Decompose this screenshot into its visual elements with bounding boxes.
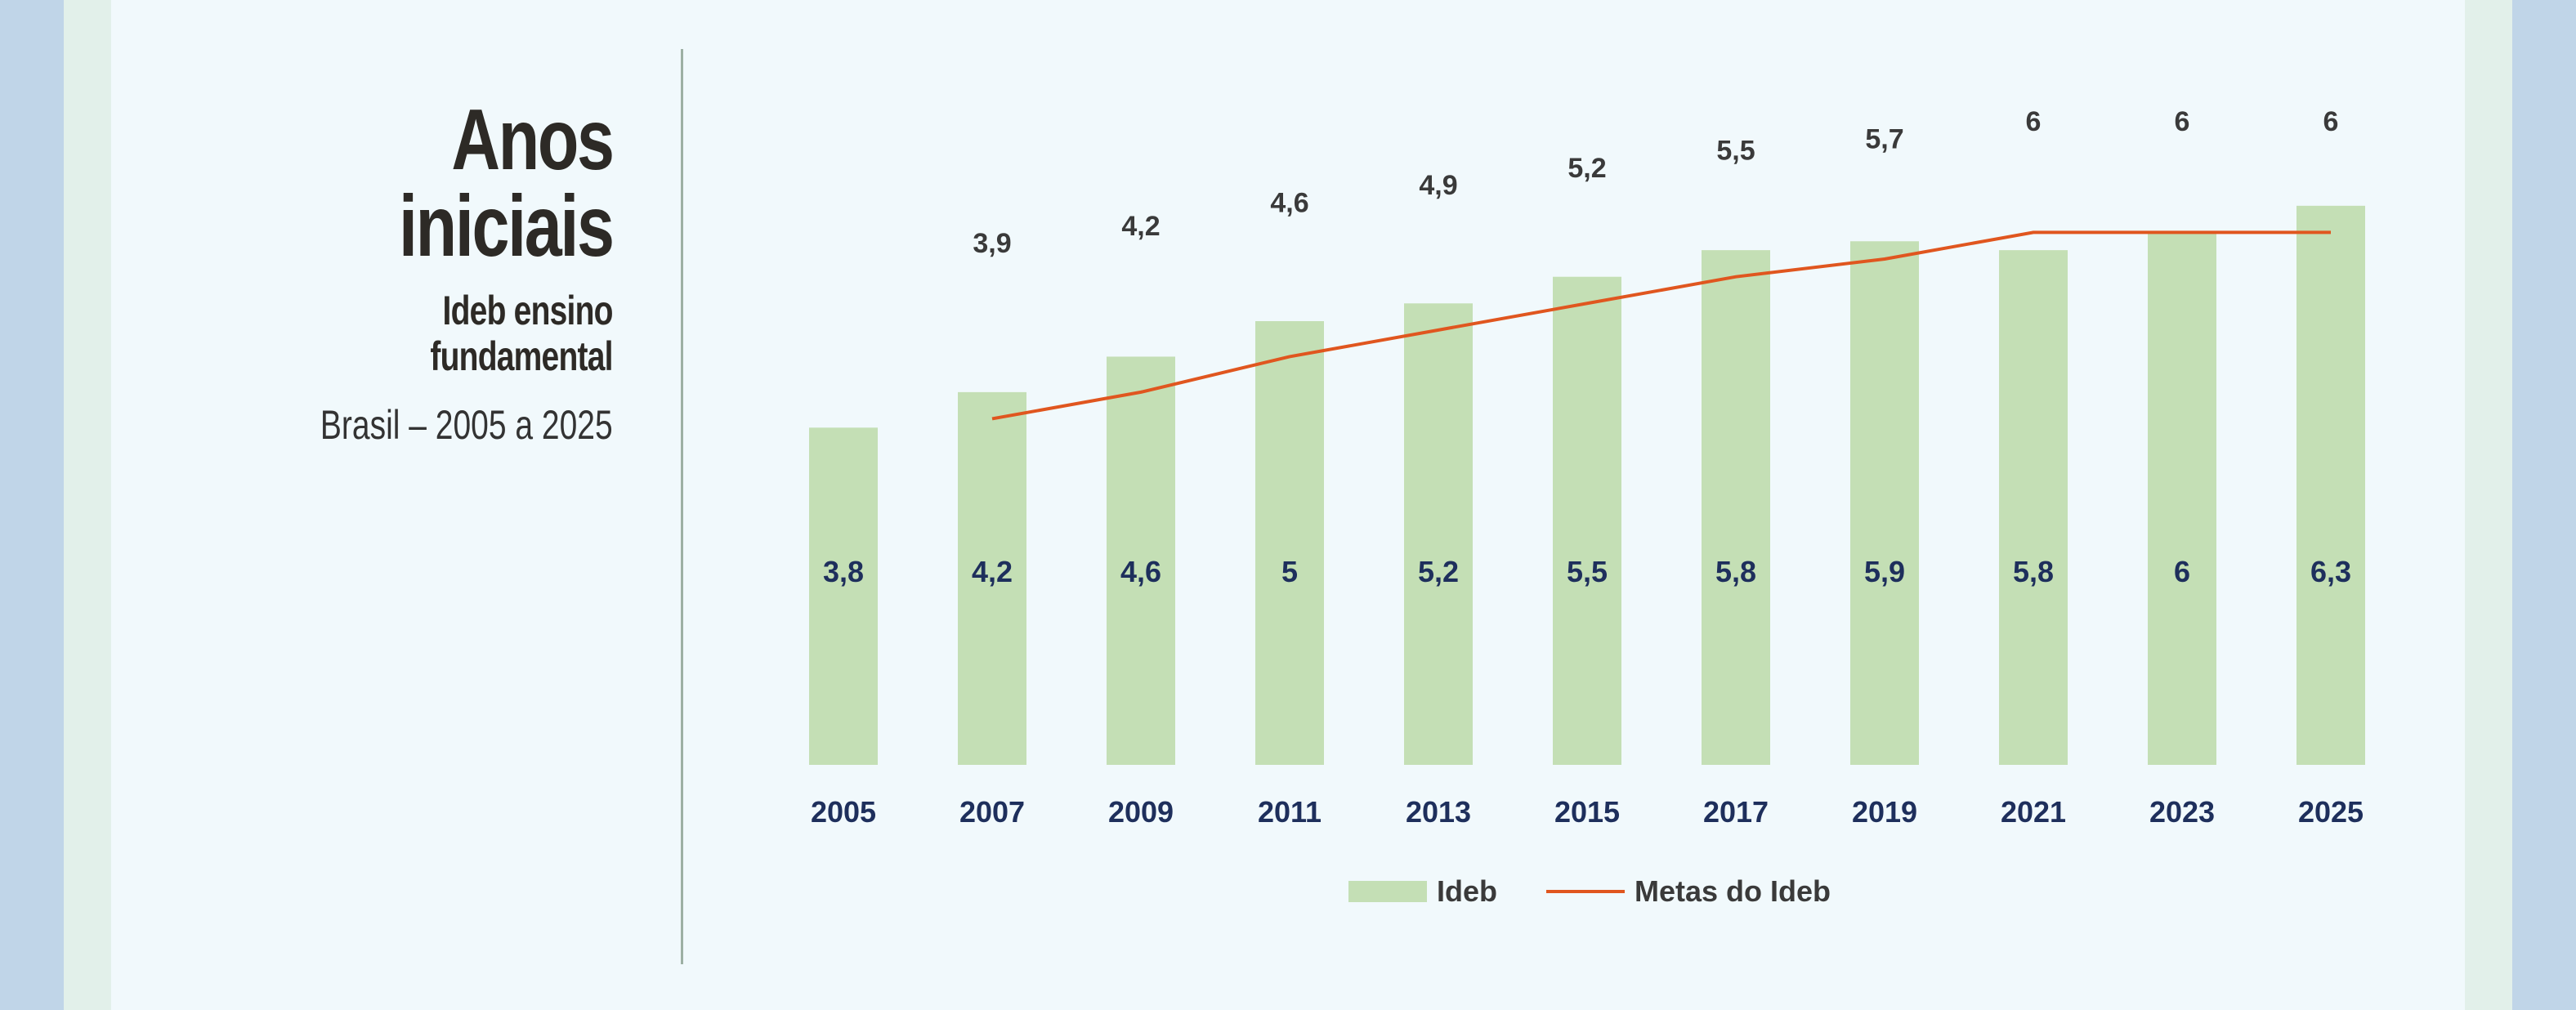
goal-value-label: 3,9 <box>973 228 1011 259</box>
bar-value-label: 4,2 <box>972 555 1013 588</box>
goal-value-label: 4,9 <box>1419 170 1457 201</box>
bar-value-label: 5,9 <box>1864 555 1905 588</box>
bar-value-label: 5,8 <box>2013 555 2054 588</box>
goal-line <box>991 230 2331 421</box>
goal-value-label: 5,5 <box>1716 136 1755 167</box>
bar-value-label: 5,2 <box>1418 555 1459 588</box>
title-block: Anos iniciais Ideb ensino fundamental Br… <box>320 92 615 448</box>
range-label: Brasil – 2005 a 2025 <box>320 402 613 448</box>
legend: Ideb Metas do Ideb <box>1348 874 1880 909</box>
x-tick-label: 2021 <box>2001 795 2066 829</box>
title-line-2: iniciais <box>399 178 615 275</box>
x-tick-label: 2009 <box>1108 795 1174 829</box>
bar-2019 <box>1850 241 1919 765</box>
goal-value-label: 6 <box>2175 106 2190 137</box>
bar-value-label: 3,8 <box>823 555 864 588</box>
x-tick-label: 2011 <box>1258 795 1322 829</box>
bar-2015 <box>1553 276 1621 765</box>
bar-2023 <box>2148 232 2216 765</box>
goal-value-label: 5,2 <box>1568 153 1606 184</box>
goal-value-label: 4,6 <box>1270 187 1308 218</box>
bar-2021 <box>1999 250 2068 765</box>
x-tick-label: 2025 <box>2298 795 2364 829</box>
bar-2017 <box>1702 250 1770 765</box>
x-tick-label: 2023 <box>2149 795 2215 829</box>
goal-value-label: 4,2 <box>1121 211 1160 242</box>
x-tick-label: 2015 <box>1554 795 1620 829</box>
bar-value-label: 6,3 <box>2310 555 2351 588</box>
legend-bar-swatch <box>1348 881 1427 902</box>
bar-value-label: 6 <box>2174 555 2190 588</box>
subtitle-line-1: Ideb ensino <box>442 288 614 333</box>
bar-value-label: 5,5 <box>1567 555 1608 588</box>
legend-item-ideb: Ideb <box>1348 874 1497 909</box>
bar-2013 <box>1404 303 1473 765</box>
legend-label-metas: Metas do Ideb <box>1635 874 1831 908</box>
x-tick-label: 2013 <box>1406 795 1471 829</box>
divider-line <box>681 49 683 964</box>
bar-2007 <box>958 391 1026 765</box>
bar-value-label: 5 <box>1281 555 1298 588</box>
x-tick-label: 2017 <box>1703 795 1769 829</box>
goal-value-label: 6 <box>2323 106 2339 137</box>
bar-2025 <box>2296 205 2365 765</box>
x-tick-label: 2007 <box>959 795 1025 829</box>
bar-value-label: 5,8 <box>1715 555 1756 588</box>
subtitle-line-2: fundamental <box>430 333 614 379</box>
legend-line-swatch <box>1546 890 1626 893</box>
bar-2011 <box>1255 321 1324 765</box>
legend-item-metas: Metas do Ideb <box>1546 874 1831 909</box>
goal-value-label: 5,7 <box>1865 123 1903 154</box>
bar-2005 <box>809 427 878 765</box>
x-tick-label: 2019 <box>1852 795 1917 829</box>
x-tick-label: 2005 <box>811 795 876 829</box>
goal-value-label: 6 <box>2026 106 2042 137</box>
legend-label-ideb: Ideb <box>1437 874 1498 908</box>
bar-2009 <box>1107 356 1175 765</box>
title-line-1: Anos <box>451 92 615 188</box>
bar-value-label: 4,6 <box>1120 555 1161 588</box>
